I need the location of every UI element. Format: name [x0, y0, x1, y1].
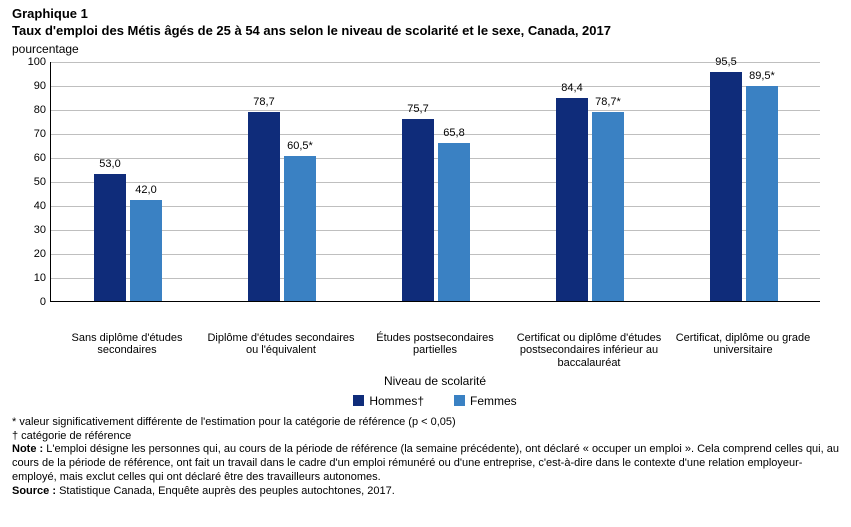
xaxis-label: Niveau de scolarité: [50, 374, 820, 388]
bar: 89,5*: [746, 86, 778, 301]
bar-group: 95,589,5*: [710, 72, 778, 301]
footnote-dagger: † catégorie de référence: [12, 430, 839, 444]
y-tick: 80: [20, 104, 46, 116]
bar-value-label: 42,0: [116, 184, 176, 196]
bar-value-label: 89,5*: [732, 70, 792, 82]
y-tick: 30: [20, 224, 46, 236]
bar-value-label: 53,0: [80, 158, 140, 170]
y-tick: 90: [20, 80, 46, 92]
bar-value-label: 65,8: [424, 127, 484, 139]
y-tick: 70: [20, 128, 46, 140]
bar-group: 84,478,7*: [556, 98, 624, 301]
y-tick: 40: [20, 200, 46, 212]
y-tick: 20: [20, 248, 46, 260]
bar: 78,7*: [592, 112, 624, 301]
yaxis-label: pourcentage: [12, 42, 839, 56]
chart-area: 0102030405060708090100 53,042,078,760,5*…: [20, 58, 830, 328]
source-text: Statistique Canada, Enquête auprès des p…: [56, 485, 395, 497]
legend-item-femmes: Femmes: [454, 394, 517, 408]
bar-group: 53,042,0: [94, 174, 162, 301]
bar-value-label: 95,5: [696, 56, 756, 68]
legend: Hommes† Femmes: [50, 394, 820, 408]
footnotes: * valeur significativement différente de…: [12, 416, 839, 499]
bar-value-label: 78,7: [234, 96, 294, 108]
swatch-hommes: [353, 395, 364, 406]
x-category-label: Certificat, diplôme ou grade universitai…: [668, 332, 818, 357]
note-label: Note :: [12, 443, 43, 455]
legend-item-hommes: Hommes†: [353, 394, 424, 408]
bar-value-label: 84,4: [542, 82, 602, 94]
legend-label-femmes: Femmes: [470, 394, 517, 408]
x-category-label: Sans diplôme d'études secondaires: [62, 332, 192, 357]
x-category-label: Diplôme d'études secondaires ou l'équiva…: [201, 332, 361, 357]
bar: 95,5: [710, 72, 742, 301]
y-tick: 50: [20, 176, 46, 188]
y-tick: 60: [20, 152, 46, 164]
y-tick: 100: [20, 56, 46, 68]
x-category-label: Études postsecondaires partielles: [365, 332, 505, 357]
chart-number: Graphique 1: [12, 6, 839, 23]
plot-area: 53,042,078,760,5*75,765,884,478,7*95,589…: [50, 62, 820, 302]
bar: 75,7: [402, 119, 434, 301]
footnote-note: Note : L'emploi désigne les personnes qu…: [12, 443, 839, 484]
bar-value-label: 60,5*: [270, 140, 330, 152]
note-text: L'emploi désigne les personnes qui, au c…: [12, 443, 839, 483]
footnote-star: * valeur significativement différente de…: [12, 416, 839, 430]
bar-group: 75,765,8: [402, 119, 470, 301]
source-label: Source :: [12, 485, 56, 497]
legend-label-hommes: Hommes†: [369, 394, 424, 408]
bar-group: 78,760,5*: [248, 112, 316, 301]
x-category-label: Certificat ou diplôme d'études postsecon…: [504, 332, 674, 370]
bar-value-label: 75,7: [388, 103, 448, 115]
bar: 60,5*: [284, 156, 316, 301]
y-tick: 0: [20, 296, 46, 308]
swatch-femmes: [454, 395, 465, 406]
bar: 65,8: [438, 143, 470, 301]
footnote-source: Source : Statistique Canada, Enquête aup…: [12, 485, 839, 499]
y-tick: 10: [20, 272, 46, 284]
x-labels: Sans diplôme d'études secondaires Diplôme…: [50, 328, 820, 372]
chart-container: Graphique 1 Taux d'emploi des Métis âgés…: [0, 0, 851, 504]
bar-value-label: 78,7*: [578, 96, 638, 108]
bar: 42,0: [130, 200, 162, 301]
chart-title: Taux d'emploi des Métis âgés de 25 à 54 …: [12, 23, 839, 40]
bar: 84,4: [556, 98, 588, 301]
